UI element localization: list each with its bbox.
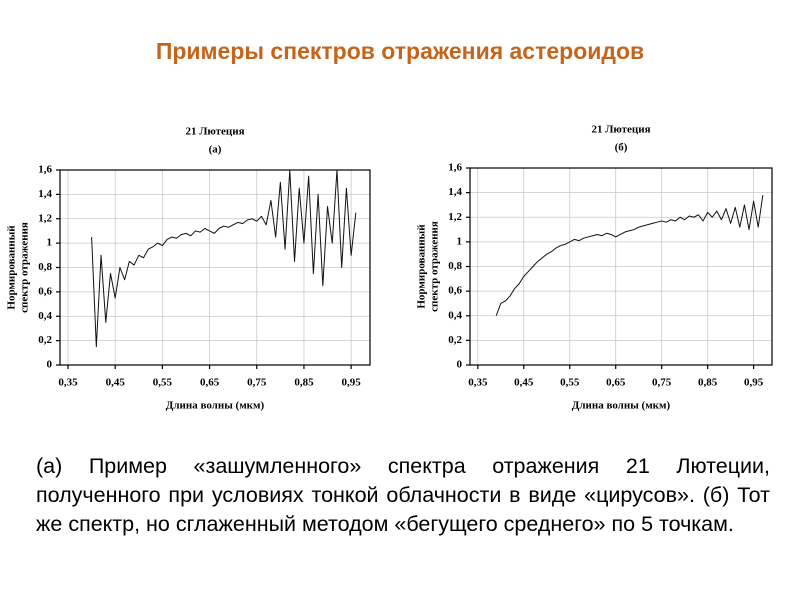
- y-tick-label: 1,4: [38, 188, 52, 200]
- y-tick-label: 0,6: [448, 285, 462, 297]
- y-tick-label: 0: [457, 359, 463, 371]
- x-tick-label: 0,35: [58, 377, 78, 389]
- x-tick-label: 0,45: [106, 377, 126, 389]
- chart-subtitle: (б): [615, 142, 628, 154]
- x-tick-label: 0,35: [468, 377, 488, 389]
- x-tick-label: 0,65: [606, 377, 626, 389]
- y-axis-label: Нормированный: [6, 225, 18, 310]
- y-axis-label: спектр отражения: [19, 222, 31, 313]
- y-tick-label: 1: [47, 237, 53, 249]
- x-axis-label: Длина волны (мкм): [166, 400, 265, 412]
- plot-frame: [469, 167, 773, 366]
- y-tick-label: 0,6: [38, 285, 52, 297]
- y-tick-label: 0,8: [448, 260, 462, 272]
- x-axis-label: Длина волны (мкм): [572, 400, 671, 412]
- y-axis-label: Нормированный: [416, 224, 428, 309]
- x-tick-label: 0,55: [153, 377, 173, 389]
- y-tick-label: 1: [457, 235, 463, 247]
- x-tick-label: 0,75: [652, 377, 672, 389]
- y-tick-label: 0: [47, 359, 53, 371]
- chart-title: 21 Лютеция: [591, 124, 650, 136]
- x-tick-label: 0,75: [247, 377, 267, 389]
- y-tick-label: 0,4: [448, 309, 462, 321]
- y-tick-label: 1,6: [38, 164, 52, 176]
- y-tick-label: 0,2: [38, 334, 52, 346]
- spectrum-line: [91, 169, 357, 348]
- y-tick-label: 1,2: [448, 211, 462, 223]
- y-tick-label: 1,6: [448, 162, 462, 174]
- x-tick-label: 0,45: [514, 377, 534, 389]
- x-tick-label: 0,55: [560, 377, 580, 389]
- y-tick-label: 0,4: [38, 310, 52, 322]
- caption: (а) Пример «зашумленного» спектра отраже…: [36, 454, 770, 536]
- x-tick-label: 0,95: [744, 377, 764, 389]
- x-tick-label: 0,85: [698, 377, 718, 389]
- x-tick-label: 0,65: [200, 377, 220, 389]
- y-axis-label: спектр отражения: [429, 221, 441, 312]
- slide-title: Примеры спектров отражения астероидов: [155, 38, 645, 64]
- spectrum-line: [495, 195, 764, 316]
- x-tick-label: 0,95: [342, 377, 362, 389]
- y-tick-label: 1,2: [38, 212, 52, 224]
- x-tick-label: 0,85: [294, 377, 314, 389]
- y-tick-label: 0,2: [448, 334, 462, 346]
- plot-frame: [59, 169, 371, 366]
- charts: 21 Лютеция (а) 0 0,2 0,4 0,6 0,8 1 1,2 1,4 1,6 0,35…: [6, 124, 773, 412]
- chart-title: 21 Лютеция: [185, 126, 244, 138]
- chart-subtitle: (а): [209, 144, 222, 156]
- y-tick-label: 0,8: [38, 261, 52, 273]
- y-tick-label: 1,4: [448, 186, 462, 198]
